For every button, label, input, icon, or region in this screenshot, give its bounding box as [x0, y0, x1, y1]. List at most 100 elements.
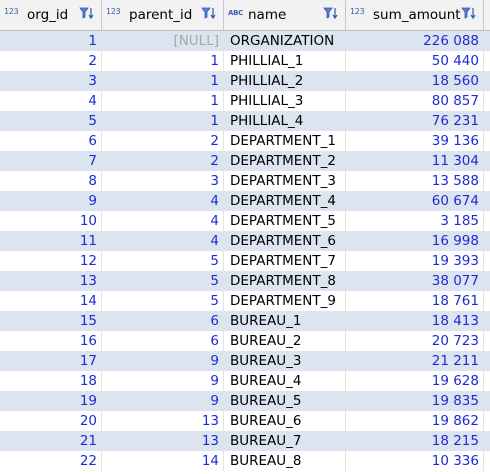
table-row[interactable]: 3 1 PHILLIAL_2 18 560 [0, 71, 490, 91]
cell-name[interactable]: DEPARTMENT_3 [224, 171, 346, 191]
cell-name[interactable]: PHILLIAL_3 [224, 91, 346, 111]
cell-name[interactable]: BUREAU_4 [224, 371, 346, 391]
table-row[interactable]: 5 1 PHILLIAL_4 76 231 [0, 111, 490, 131]
cell-sum-amount[interactable]: 60 674 [346, 191, 484, 211]
cell-name[interactable]: BUREAU_1 [224, 311, 346, 331]
cell-sum-amount[interactable]: 16 998 [346, 231, 484, 251]
cell-sum-amount[interactable]: 18 560 [346, 71, 484, 91]
cell-sum-amount[interactable]: 18 413 [346, 311, 484, 331]
table-row[interactable]: 1 [NULL] ORGANIZATION 226 088 [0, 31, 490, 51]
cell-parent-id[interactable]: 2 [102, 131, 224, 151]
table-row[interactable]: 11 4 DEPARTMENT_6 16 998 [0, 231, 490, 251]
cell-sum-amount[interactable]: 19 835 [346, 391, 484, 411]
table-row[interactable]: 8 3 DEPARTMENT_3 13 588 [0, 171, 490, 191]
cell-name[interactable]: PHILLIAL_2 [224, 71, 346, 91]
column-header-name[interactable]: ABC name [224, 0, 346, 30]
cell-parent-id[interactable]: 4 [102, 231, 224, 251]
cell-org-id[interactable]: 7 [0, 151, 102, 171]
cell-name[interactable]: BUREAU_8 [224, 451, 346, 471]
cell-parent-id[interactable]: 6 [102, 311, 224, 331]
column-header-parent-id[interactable]: 123 parent_id [102, 0, 224, 30]
table-row[interactable]: 16 6 BUREAU_2 20 723 [0, 331, 490, 351]
column-header-sum-amount[interactable]: 123 sum_amount [346, 0, 484, 30]
cell-name[interactable]: DEPARTMENT_7 [224, 251, 346, 271]
table-row[interactable]: 20 13 BUREAU_6 19 862 [0, 411, 490, 431]
table-row[interactable]: 4 1 PHILLIAL_3 80 857 [0, 91, 490, 111]
cell-name[interactable]: DEPARTMENT_9 [224, 291, 346, 311]
cell-sum-amount[interactable]: 38 077 [346, 271, 484, 291]
cell-parent-id[interactable]: 9 [102, 391, 224, 411]
cell-name[interactable]: DEPARTMENT_1 [224, 131, 346, 151]
cell-sum-amount[interactable]: 19 628 [346, 371, 484, 391]
cell-sum-amount[interactable]: 11 304 [346, 151, 484, 171]
cell-parent-id[interactable]: 1 [102, 51, 224, 71]
table-row[interactable]: 14 5 DEPARTMENT_9 18 761 [0, 291, 490, 311]
cell-org-id[interactable]: 14 [0, 291, 102, 311]
table-row[interactable]: 21 13 BUREAU_7 18 215 [0, 431, 490, 451]
cell-name[interactable]: DEPARTMENT_8 [224, 271, 346, 291]
cell-sum-amount[interactable]: 13 588 [346, 171, 484, 191]
cell-org-id[interactable]: 5 [0, 111, 102, 131]
cell-org-id[interactable]: 10 [0, 211, 102, 231]
cell-parent-id[interactable]: 14 [102, 451, 224, 471]
cell-org-id[interactable]: 4 [0, 91, 102, 111]
filter-sort-icon[interactable] [79, 7, 95, 21]
cell-parent-id[interactable]: 3 [102, 171, 224, 191]
filter-sort-icon[interactable] [323, 7, 339, 21]
cell-org-id[interactable]: 20 [0, 411, 102, 431]
cell-org-id[interactable]: 18 [0, 371, 102, 391]
cell-org-id[interactable]: 9 [0, 191, 102, 211]
table-row[interactable]: 18 9 BUREAU_4 19 628 [0, 371, 490, 391]
cell-name[interactable]: DEPARTMENT_2 [224, 151, 346, 171]
cell-parent-id[interactable]: 6 [102, 331, 224, 351]
cell-parent-id[interactable]: 1 [102, 71, 224, 91]
filter-sort-icon[interactable] [201, 7, 217, 21]
cell-parent-id[interactable]: 1 [102, 91, 224, 111]
cell-sum-amount[interactable]: 18 215 [346, 431, 484, 451]
cell-name[interactable]: ORGANIZATION [224, 31, 346, 51]
table-row[interactable]: 19 9 BUREAU_5 19 835 [0, 391, 490, 411]
cell-sum-amount[interactable]: 39 136 [346, 131, 484, 151]
cell-name[interactable]: PHILLIAL_4 [224, 111, 346, 131]
cell-parent-id[interactable]: 13 [102, 411, 224, 431]
table-row[interactable]: 10 4 DEPARTMENT_5 3 185 [0, 211, 490, 231]
cell-org-id[interactable]: 17 [0, 351, 102, 371]
cell-name[interactable]: DEPARTMENT_6 [224, 231, 346, 251]
table-row[interactable]: 15 6 BUREAU_1 18 413 [0, 311, 490, 331]
cell-name[interactable]: PHILLIAL_1 [224, 51, 346, 71]
cell-parent-id[interactable]: 2 [102, 151, 224, 171]
cell-parent-id[interactable]: 5 [102, 251, 224, 271]
cell-org-id[interactable]: 6 [0, 131, 102, 151]
cell-parent-id[interactable]: 4 [102, 191, 224, 211]
column-header-org-id[interactable]: 123 org_id [0, 0, 102, 30]
cell-org-id[interactable]: 16 [0, 331, 102, 351]
filter-sort-icon[interactable] [461, 7, 477, 21]
cell-org-id[interactable]: 13 [0, 271, 102, 291]
table-row[interactable]: 17 9 BUREAU_3 21 211 [0, 351, 490, 371]
cell-sum-amount[interactable]: 80 857 [346, 91, 484, 111]
table-row[interactable]: 13 5 DEPARTMENT_8 38 077 [0, 271, 490, 291]
cell-org-id[interactable]: 12 [0, 251, 102, 271]
cell-parent-id[interactable]: 13 [102, 431, 224, 451]
cell-name[interactable]: BUREAU_7 [224, 431, 346, 451]
cell-parent-id[interactable]: 9 [102, 371, 224, 391]
cell-parent-id[interactable]: 1 [102, 111, 224, 131]
cell-org-id[interactable]: 21 [0, 431, 102, 451]
cell-sum-amount[interactable]: 21 211 [346, 351, 484, 371]
cell-sum-amount[interactable]: 3 185 [346, 211, 484, 231]
cell-org-id[interactable]: 15 [0, 311, 102, 331]
cell-name[interactable]: BUREAU_2 [224, 331, 346, 351]
cell-sum-amount[interactable]: 226 088 [346, 31, 484, 51]
cell-sum-amount[interactable]: 10 336 [346, 451, 484, 471]
cell-sum-amount[interactable]: 76 231 [346, 111, 484, 131]
table-row[interactable]: 9 4 DEPARTMENT_4 60 674 [0, 191, 490, 211]
cell-org-id[interactable]: 19 [0, 391, 102, 411]
cell-org-id[interactable]: 2 [0, 51, 102, 71]
table-row[interactable]: 22 14 BUREAU_8 10 336 [0, 451, 490, 471]
cell-name[interactable]: BUREAU_6 [224, 411, 346, 431]
cell-parent-id[interactable]: 5 [102, 291, 224, 311]
cell-parent-id[interactable]: [NULL] [102, 31, 224, 51]
cell-sum-amount[interactable]: 20 723 [346, 331, 484, 351]
cell-org-id[interactable]: 8 [0, 171, 102, 191]
cell-sum-amount[interactable]: 19 862 [346, 411, 484, 431]
